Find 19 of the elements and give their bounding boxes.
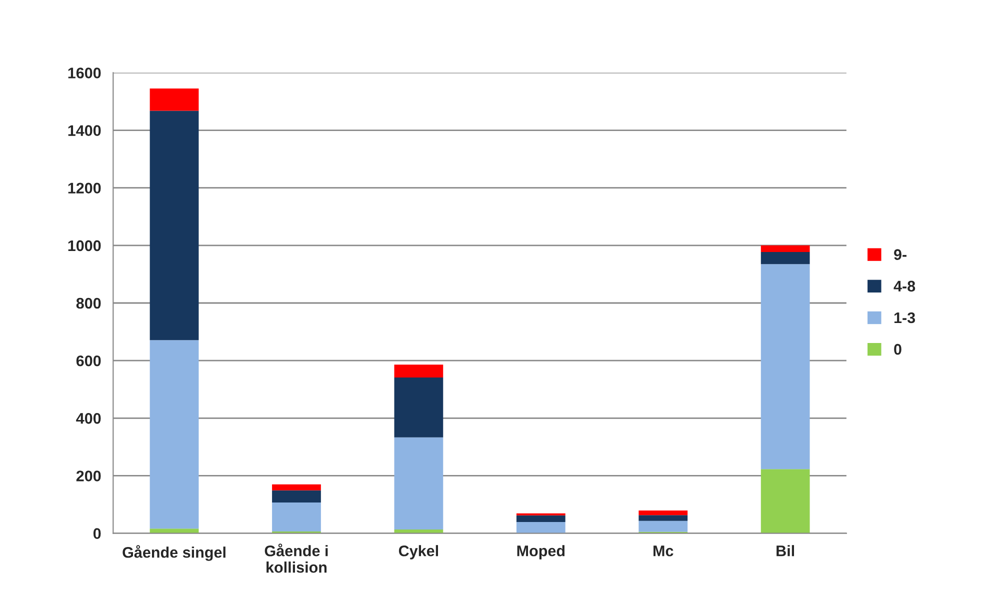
x-tick-label: Gående singel xyxy=(122,545,226,561)
y-tick-label: 1600 xyxy=(68,68,101,78)
y-tick-label: 400 xyxy=(76,413,101,424)
legend-label: 1-3 xyxy=(894,312,916,324)
y-tick-label: 800 xyxy=(76,298,101,309)
x-tick-label: Bil xyxy=(776,545,794,556)
legend-label: 0 xyxy=(894,344,902,355)
legend-label: 4-8 xyxy=(894,280,916,292)
y-tick-label: 1000 xyxy=(68,240,101,252)
x-tick-label: Gående i kollision xyxy=(264,544,328,573)
x-tick-label: Cykel xyxy=(398,545,438,560)
y-tick-label: 1200 xyxy=(68,182,101,194)
y-tick-label: 1400 xyxy=(68,125,101,136)
y-tick-label: 0 xyxy=(93,528,101,539)
x-tick-label: Moped xyxy=(517,545,565,560)
legend-label: 9- xyxy=(894,249,906,260)
x-tick-label: Mc xyxy=(654,546,674,556)
y-tick-label: 600 xyxy=(76,355,101,366)
y-tick-label: 200 xyxy=(76,470,101,482)
